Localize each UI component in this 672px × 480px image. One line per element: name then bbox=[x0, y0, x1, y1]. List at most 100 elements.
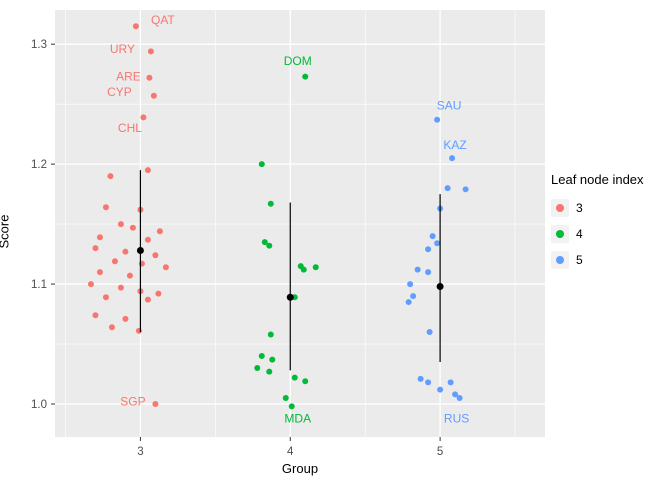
legend-item: 4 bbox=[551, 221, 669, 247]
data-point-group-3 bbox=[140, 114, 147, 121]
data-point-group-5 bbox=[425, 269, 432, 276]
data-point-group-3 bbox=[150, 92, 157, 99]
point-label-MDA: MDA bbox=[284, 411, 311, 425]
data-point-group-4 bbox=[266, 242, 273, 249]
data-point-group-5 bbox=[429, 233, 436, 240]
data-point-group-3 bbox=[156, 228, 163, 235]
data-point-group-3 bbox=[138, 260, 145, 267]
data-point-group-3 bbox=[144, 167, 151, 174]
data-point-group-4 bbox=[261, 239, 268, 246]
data-point-group-5 bbox=[437, 386, 444, 393]
data-point-group-3 bbox=[132, 23, 139, 30]
data-point-group-3 bbox=[92, 312, 99, 319]
legend: Leaf node index 3 4 5 bbox=[551, 172, 669, 273]
x-axis-title: Group bbox=[281, 461, 319, 476]
mean-point bbox=[436, 282, 444, 290]
data-point-group-5 bbox=[444, 185, 451, 192]
y-tick-label: 1.2 bbox=[31, 159, 47, 171]
point-label-ARE: ARE bbox=[116, 70, 141, 84]
data-point-group-3 bbox=[152, 401, 159, 408]
legend-label: 5 bbox=[576, 253, 583, 267]
legend-title: Leaf node index bbox=[551, 172, 644, 187]
data-point-group-3 bbox=[147, 48, 154, 55]
data-point-group-3 bbox=[122, 315, 129, 322]
data-point-group-3 bbox=[117, 284, 124, 291]
data-point-group-3 bbox=[152, 252, 159, 259]
data-point-group-5 bbox=[456, 395, 463, 402]
data-point-group-3 bbox=[102, 294, 109, 301]
data-point-group-3 bbox=[102, 204, 109, 211]
data-point-group-5 bbox=[452, 391, 459, 398]
data-point-group-5 bbox=[425, 246, 432, 253]
data-point-group-3 bbox=[135, 327, 142, 334]
data-point-group-3 bbox=[144, 236, 151, 243]
point-label-CHL: CHL bbox=[118, 121, 142, 135]
x-tick-label: 5 bbox=[437, 446, 443, 458]
data-point-group-3 bbox=[162, 264, 169, 271]
legend-item: 3 bbox=[551, 195, 669, 221]
data-point-group-4 bbox=[258, 353, 265, 360]
y-axis-title: Score bbox=[0, 214, 12, 249]
data-point-group-5 bbox=[410, 293, 417, 300]
data-point-group-3 bbox=[96, 234, 103, 241]
legend-dot-icon bbox=[556, 256, 564, 264]
data-point-group-3 bbox=[129, 224, 136, 231]
data-point-group-4 bbox=[302, 378, 309, 385]
data-point-group-5 bbox=[425, 379, 432, 386]
data-point-group-5 bbox=[462, 186, 469, 193]
data-point-group-3 bbox=[87, 281, 94, 288]
data-point-group-4 bbox=[302, 73, 309, 80]
data-point-group-3 bbox=[122, 248, 129, 255]
legend-key bbox=[551, 199, 569, 217]
data-point-group-5 bbox=[407, 281, 414, 288]
data-point-group-4 bbox=[300, 266, 307, 273]
data-point-group-4 bbox=[269, 356, 276, 363]
data-point-group-5 bbox=[447, 379, 454, 386]
data-point-group-3 bbox=[96, 269, 103, 276]
point-label-SAU: SAU bbox=[437, 98, 462, 112]
y-tick-label: 1.3 bbox=[31, 39, 47, 51]
legend-label: 3 bbox=[576, 201, 583, 215]
data-point-group-3 bbox=[144, 296, 151, 303]
data-point-group-3 bbox=[107, 173, 114, 180]
y-tick-label: 1.0 bbox=[31, 399, 47, 411]
data-point-group-4 bbox=[267, 200, 274, 207]
point-label-QAT: QAT bbox=[151, 13, 175, 27]
point-label-SGP: SGP bbox=[120, 395, 145, 409]
legend-key bbox=[551, 251, 569, 269]
legend-dot-icon bbox=[556, 204, 564, 212]
point-label-KAZ: KAZ bbox=[443, 138, 466, 152]
legend-dot-icon bbox=[556, 230, 564, 238]
point-label-RUS: RUS bbox=[444, 411, 469, 425]
data-point-group-4 bbox=[282, 395, 289, 402]
point-label-URY: URY bbox=[110, 42, 135, 56]
legend-label: 4 bbox=[576, 227, 583, 241]
data-point-group-3 bbox=[117, 221, 124, 228]
plot-panel bbox=[55, 10, 545, 437]
data-point-group-4 bbox=[266, 368, 273, 375]
data-point-group-4 bbox=[267, 331, 274, 338]
data-point-group-5 bbox=[414, 266, 421, 273]
data-point-group-3 bbox=[155, 290, 162, 297]
data-point-group-5 bbox=[405, 299, 412, 306]
data-point-group-5 bbox=[434, 116, 441, 123]
data-point-group-3 bbox=[92, 245, 99, 252]
y-tick-label: 1.1 bbox=[31, 279, 47, 291]
legend-key bbox=[551, 225, 569, 243]
mean-point bbox=[136, 246, 144, 254]
x-tick-label: 3 bbox=[137, 446, 143, 458]
data-point-group-4 bbox=[312, 264, 319, 271]
data-point-group-4 bbox=[291, 374, 298, 381]
mean-point bbox=[286, 293, 294, 301]
data-point-group-3 bbox=[126, 272, 133, 279]
point-label-DOM: DOM bbox=[284, 54, 312, 68]
x-tick-label: 4 bbox=[287, 446, 294, 458]
data-point-group-5 bbox=[434, 240, 441, 247]
legend-item: 5 bbox=[551, 247, 669, 273]
data-point-group-5 bbox=[449, 155, 456, 162]
data-point-group-4 bbox=[254, 365, 261, 372]
data-point-group-5 bbox=[426, 329, 433, 336]
data-point-group-3 bbox=[146, 74, 153, 81]
